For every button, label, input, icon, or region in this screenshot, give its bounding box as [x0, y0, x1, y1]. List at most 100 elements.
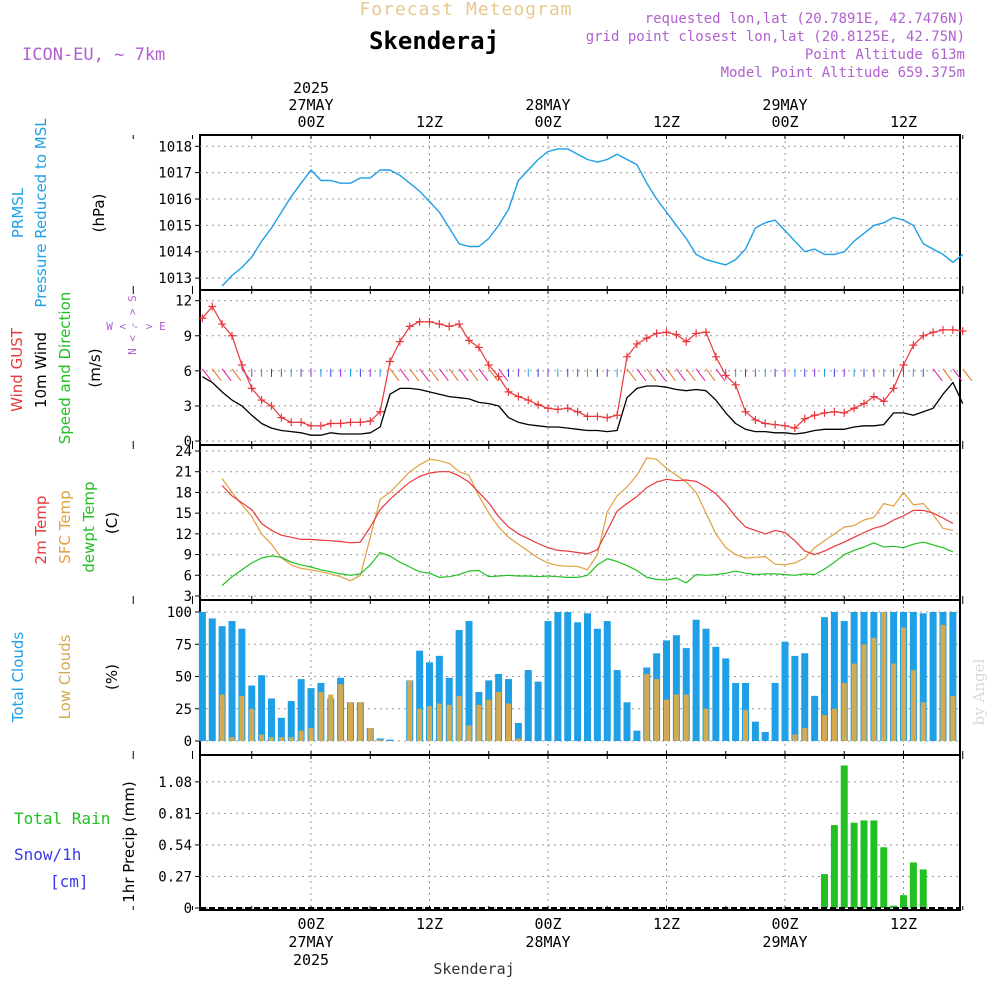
total-cloud-bar	[524, 670, 532, 741]
dewpoint-label: dewpt Temp	[80, 481, 98, 572]
wind-gust-marker	[366, 417, 375, 426]
temperature-ytick-label: 15	[175, 506, 192, 522]
wind-gust-marker	[771, 420, 780, 429]
low-cloud-bar	[466, 725, 472, 741]
low-cloud-bar	[822, 715, 827, 741]
low-cloud-bar	[910, 670, 916, 741]
wind-gust-marker	[326, 419, 335, 428]
wind-ytick-label: 9	[184, 329, 192, 345]
wind-gust-marker	[603, 413, 612, 422]
wind-gust-marker	[820, 408, 829, 417]
clouds-ytick-label: 25	[175, 702, 192, 718]
low-cloud-bar	[288, 737, 294, 741]
wind-10m-label: 10m Wind	[32, 332, 50, 408]
wind-direction-arrow	[468, 368, 479, 382]
bottom-time-label: 12Z	[890, 915, 917, 933]
wind-direction-arrow	[962, 368, 973, 382]
total-cloud-bar	[465, 621, 473, 741]
wind-gust-marker	[613, 411, 622, 420]
bottom-time-label: 00Z	[297, 915, 324, 933]
total-cloud-bar	[238, 628, 246, 741]
top-time-label: 29MAY	[762, 96, 807, 114]
low-cloud-bar	[683, 694, 689, 741]
pressure-ytick-label: 1013	[158, 271, 192, 287]
total-cloud-bar	[821, 617, 828, 741]
wind-gust-marker	[544, 404, 552, 413]
temperature-ytick-label: 24	[175, 444, 192, 460]
low-cloud-bar	[950, 695, 956, 741]
wind-gust-marker	[346, 418, 355, 427]
temperature-ytick-label: 6	[184, 568, 192, 584]
wind-gust-marker	[879, 397, 888, 406]
total-cloud-bar	[603, 621, 611, 741]
wind-direction-arrow	[498, 368, 509, 382]
wind-direction-arrow	[656, 368, 667, 382]
low-cloud-bar	[259, 734, 265, 741]
watermark: by Angel	[970, 658, 988, 725]
low-cloud-bar	[644, 673, 650, 741]
low-cloud-bar	[940, 624, 946, 741]
snow-unit: [cm]	[50, 872, 89, 891]
wind-gust-marker	[623, 352, 631, 361]
wind-gust-marker	[632, 339, 641, 348]
low-cloud-bar	[298, 730, 304, 741]
low-cloud-bar	[407, 680, 413, 741]
wind-gust-marker	[376, 407, 385, 416]
low-cloud-bar	[841, 682, 847, 741]
wind-gust-marker	[395, 337, 404, 346]
model-altitude: Model Point Altitude 659.375m	[721, 65, 965, 81]
wind-gust-marker	[721, 371, 730, 380]
total-cloud-bar	[307, 688, 315, 741]
wind-direction-arrow	[715, 368, 726, 382]
wind-gust-marker	[860, 399, 868, 408]
low-cloud-bar	[348, 702, 353, 741]
low-cloud-bar	[703, 708, 709, 741]
top-time-label: 00Z	[771, 113, 798, 131]
low-cloud-bar	[881, 612, 887, 741]
wind-gust-marker	[297, 418, 306, 427]
total-cloud-bar	[426, 662, 433, 741]
low-cloud-bar	[891, 663, 897, 741]
wind-gust-marker	[267, 401, 276, 410]
pressure-ytick-label: 1014	[158, 245, 192, 261]
wind-ytick-label: 6	[184, 364, 192, 380]
precipitation-ytick-label: 0.27	[158, 869, 192, 885]
compass-west-east: W < - > E	[106, 320, 166, 333]
pressure-line	[221, 148, 964, 287]
total-cloud-bar	[830, 612, 838, 741]
model-label: ICON-EU, ~ 7km	[22, 45, 165, 65]
sfc-temp-label: SFC Temp	[56, 490, 74, 563]
rain-bar	[840, 765, 848, 908]
wind-gust-line	[201, 305, 963, 429]
wind-gust-marker	[662, 328, 671, 337]
wind-ytick-label: 3	[184, 399, 192, 415]
pressure-unit: (hPa)	[90, 194, 108, 233]
top-time-label: 12Z	[890, 113, 917, 131]
wind-gust-marker	[534, 400, 543, 409]
rain-bar	[870, 820, 878, 908]
wind-gust-marker	[593, 412, 602, 421]
wind-gust-marker	[405, 322, 414, 331]
bottom-time-label: 29MAY	[762, 933, 807, 951]
top-time-label: 27MAY	[288, 96, 333, 114]
wind-gust-marker	[830, 407, 839, 416]
low-cloud-bar	[861, 644, 867, 741]
precipitation-ytick-label: 0	[184, 901, 192, 917]
low-cloud-bar	[792, 734, 798, 741]
total-cloud-bar	[929, 612, 937, 741]
rain-bar	[880, 847, 888, 908]
top-time-label: 00Z	[297, 113, 324, 131]
wind-direction-arrow	[448, 368, 459, 382]
wind-gust-marker	[336, 419, 345, 428]
wind-gust-marker	[474, 343, 483, 352]
total-cloud-bar	[781, 641, 789, 741]
wind-gust-marker	[692, 329, 701, 338]
low-cloud-bar	[476, 704, 482, 741]
wind-direction-arrow	[478, 368, 489, 382]
pressure-label-line2: Pressure Reduced to MSL	[32, 118, 50, 308]
low-cloud-bar	[367, 728, 373, 741]
rain-bar	[919, 869, 927, 908]
low-cloud-bar	[496, 691, 502, 741]
